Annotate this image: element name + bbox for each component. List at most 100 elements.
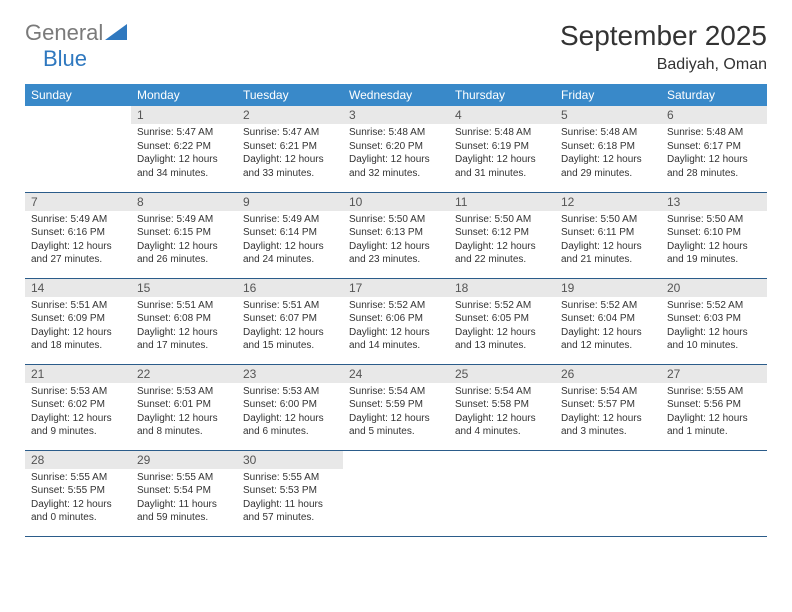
calendar-day-cell: 19Sunrise: 5:52 AMSunset: 6:04 PMDayligh… <box>555 278 661 364</box>
weekday-header: Friday <box>555 84 661 106</box>
calendar-day-cell: 17Sunrise: 5:52 AMSunset: 6:06 PMDayligh… <box>343 278 449 364</box>
day-number: 8 <box>131 193 237 211</box>
calendar-day-cell: 20Sunrise: 5:52 AMSunset: 6:03 PMDayligh… <box>661 278 767 364</box>
calendar-day-cell: 22Sunrise: 5:53 AMSunset: 6:01 PMDayligh… <box>131 364 237 450</box>
calendar-day-cell: 16Sunrise: 5:51 AMSunset: 6:07 PMDayligh… <box>237 278 343 364</box>
day-number: 30 <box>237 451 343 469</box>
calendar-day-cell: 28Sunrise: 5:55 AMSunset: 5:55 PMDayligh… <box>25 450 131 536</box>
calendar-day-cell: 23Sunrise: 5:53 AMSunset: 6:00 PMDayligh… <box>237 364 343 450</box>
day-content: Sunrise: 5:55 AMSunset: 5:53 PMDaylight:… <box>237 469 343 527</box>
page-title: September 2025 <box>560 20 767 52</box>
logo-text-general: General <box>25 20 103 45</box>
day-content: Sunrise: 5:54 AMSunset: 5:58 PMDaylight:… <box>449 383 555 441</box>
day-number: 16 <box>237 279 343 297</box>
day-content: Sunrise: 5:49 AMSunset: 6:14 PMDaylight:… <box>237 211 343 269</box>
calendar-day-cell: 10Sunrise: 5:50 AMSunset: 6:13 PMDayligh… <box>343 192 449 278</box>
day-content: Sunrise: 5:48 AMSunset: 6:19 PMDaylight:… <box>449 124 555 182</box>
weekday-header: Saturday <box>661 84 767 106</box>
calendar-day-cell: 2Sunrise: 5:47 AMSunset: 6:21 PMDaylight… <box>237 106 343 192</box>
weekday-header: Thursday <box>449 84 555 106</box>
day-content: Sunrise: 5:53 AMSunset: 6:02 PMDaylight:… <box>25 383 131 441</box>
calendar-week-row: 14Sunrise: 5:51 AMSunset: 6:09 PMDayligh… <box>25 278 767 364</box>
day-number: 20 <box>661 279 767 297</box>
weekday-header-row: SundayMondayTuesdayWednesdayThursdayFrid… <box>25 84 767 106</box>
day-number: 27 <box>661 365 767 383</box>
day-content: Sunrise: 5:48 AMSunset: 6:20 PMDaylight:… <box>343 124 449 182</box>
day-content: Sunrise: 5:50 AMSunset: 6:13 PMDaylight:… <box>343 211 449 269</box>
day-content: Sunrise: 5:54 AMSunset: 5:57 PMDaylight:… <box>555 383 661 441</box>
weekday-header: Sunday <box>25 84 131 106</box>
day-number: 18 <box>449 279 555 297</box>
day-content: Sunrise: 5:52 AMSunset: 6:05 PMDaylight:… <box>449 297 555 355</box>
day-number: 6 <box>661 106 767 124</box>
logo-text-blue: Blue <box>43 46 87 71</box>
day-number: 2 <box>237 106 343 124</box>
day-number: 9 <box>237 193 343 211</box>
calendar-day-cell: 4Sunrise: 5:48 AMSunset: 6:19 PMDaylight… <box>449 106 555 192</box>
day-content: Sunrise: 5:55 AMSunset: 5:56 PMDaylight:… <box>661 383 767 441</box>
day-content: Sunrise: 5:47 AMSunset: 6:21 PMDaylight:… <box>237 124 343 182</box>
calendar-body: 1Sunrise: 5:47 AMSunset: 6:22 PMDaylight… <box>25 106 767 536</box>
day-number: 3 <box>343 106 449 124</box>
calendar-week-row: 21Sunrise: 5:53 AMSunset: 6:02 PMDayligh… <box>25 364 767 450</box>
calendar-day-cell: 8Sunrise: 5:49 AMSunset: 6:15 PMDaylight… <box>131 192 237 278</box>
day-content: Sunrise: 5:48 AMSunset: 6:17 PMDaylight:… <box>661 124 767 182</box>
calendar-week-row: 1Sunrise: 5:47 AMSunset: 6:22 PMDaylight… <box>25 106 767 192</box>
day-content: Sunrise: 5:49 AMSunset: 6:16 PMDaylight:… <box>25 211 131 269</box>
day-number: 19 <box>555 279 661 297</box>
header: General Blue September 2025 Badiyah, Oma… <box>25 20 767 74</box>
day-number: 14 <box>25 279 131 297</box>
day-number: 17 <box>343 279 449 297</box>
calendar-week-row: 28Sunrise: 5:55 AMSunset: 5:55 PMDayligh… <box>25 450 767 536</box>
calendar-day-cell: 1Sunrise: 5:47 AMSunset: 6:22 PMDaylight… <box>131 106 237 192</box>
day-content: Sunrise: 5:55 AMSunset: 5:54 PMDaylight:… <box>131 469 237 527</box>
calendar-day-cell: 11Sunrise: 5:50 AMSunset: 6:12 PMDayligh… <box>449 192 555 278</box>
day-content: Sunrise: 5:52 AMSunset: 6:06 PMDaylight:… <box>343 297 449 355</box>
day-number: 29 <box>131 451 237 469</box>
calendar-day-cell: 3Sunrise: 5:48 AMSunset: 6:20 PMDaylight… <box>343 106 449 192</box>
day-number: 5 <box>555 106 661 124</box>
day-number: 23 <box>237 365 343 383</box>
calendar-day-cell: 13Sunrise: 5:50 AMSunset: 6:10 PMDayligh… <box>661 192 767 278</box>
calendar-table: SundayMondayTuesdayWednesdayThursdayFrid… <box>25 84 767 537</box>
calendar-day-cell: 21Sunrise: 5:53 AMSunset: 6:02 PMDayligh… <box>25 364 131 450</box>
calendar-day-cell: 6Sunrise: 5:48 AMSunset: 6:17 PMDaylight… <box>661 106 767 192</box>
day-number: 15 <box>131 279 237 297</box>
calendar-day-cell: 12Sunrise: 5:50 AMSunset: 6:11 PMDayligh… <box>555 192 661 278</box>
calendar-day-cell: 30Sunrise: 5:55 AMSunset: 5:53 PMDayligh… <box>237 450 343 536</box>
logo-triangle-icon <box>105 24 127 40</box>
calendar-day-cell: 18Sunrise: 5:52 AMSunset: 6:05 PMDayligh… <box>449 278 555 364</box>
calendar-day-cell: 9Sunrise: 5:49 AMSunset: 6:14 PMDaylight… <box>237 192 343 278</box>
day-content: Sunrise: 5:52 AMSunset: 6:03 PMDaylight:… <box>661 297 767 355</box>
weekday-header: Monday <box>131 84 237 106</box>
calendar-day-cell: 5Sunrise: 5:48 AMSunset: 6:18 PMDaylight… <box>555 106 661 192</box>
day-number: 25 <box>449 365 555 383</box>
day-content: Sunrise: 5:47 AMSunset: 6:22 PMDaylight:… <box>131 124 237 182</box>
day-number: 24 <box>343 365 449 383</box>
location-label: Badiyah, Oman <box>560 56 767 74</box>
day-number: 7 <box>25 193 131 211</box>
calendar-day-cell: 27Sunrise: 5:55 AMSunset: 5:56 PMDayligh… <box>661 364 767 450</box>
calendar-day-cell: 14Sunrise: 5:51 AMSunset: 6:09 PMDayligh… <box>25 278 131 364</box>
day-number: 11 <box>449 193 555 211</box>
day-number: 10 <box>343 193 449 211</box>
calendar-day-cell: 26Sunrise: 5:54 AMSunset: 5:57 PMDayligh… <box>555 364 661 450</box>
day-content: Sunrise: 5:53 AMSunset: 6:01 PMDaylight:… <box>131 383 237 441</box>
day-number: 28 <box>25 451 131 469</box>
day-content: Sunrise: 5:54 AMSunset: 5:59 PMDaylight:… <box>343 383 449 441</box>
day-content: Sunrise: 5:50 AMSunset: 6:12 PMDaylight:… <box>449 211 555 269</box>
day-content: Sunrise: 5:48 AMSunset: 6:18 PMDaylight:… <box>555 124 661 182</box>
day-content: Sunrise: 5:52 AMSunset: 6:04 PMDaylight:… <box>555 297 661 355</box>
logo: General Blue <box>25 20 127 72</box>
weekday-header: Tuesday <box>237 84 343 106</box>
day-number: 26 <box>555 365 661 383</box>
weekday-header: Wednesday <box>343 84 449 106</box>
day-content: Sunrise: 5:53 AMSunset: 6:00 PMDaylight:… <box>237 383 343 441</box>
calendar-day-cell: 29Sunrise: 5:55 AMSunset: 5:54 PMDayligh… <box>131 450 237 536</box>
day-content: Sunrise: 5:50 AMSunset: 6:11 PMDaylight:… <box>555 211 661 269</box>
calendar-day-cell <box>661 450 767 536</box>
day-number: 22 <box>131 365 237 383</box>
calendar-day-cell <box>25 106 131 192</box>
calendar-day-cell: 15Sunrise: 5:51 AMSunset: 6:08 PMDayligh… <box>131 278 237 364</box>
day-number: 13 <box>661 193 767 211</box>
